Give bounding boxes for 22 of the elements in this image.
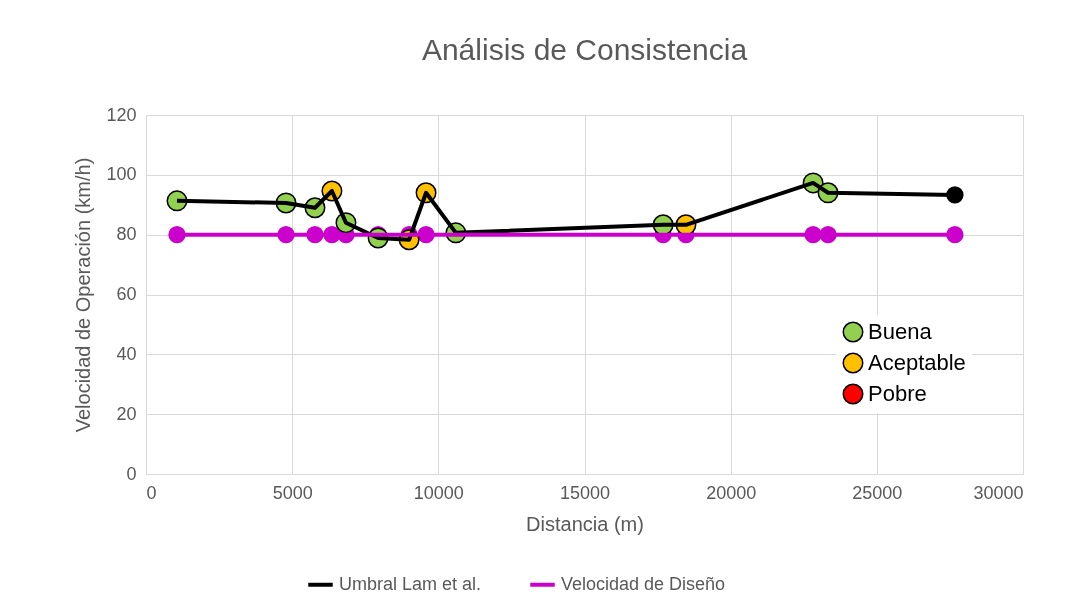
x-tick-label: 10000 [413, 482, 464, 503]
x-tick-label: 5000 [272, 482, 313, 503]
x-tick-label: 20000 [706, 482, 757, 503]
legend-label: Buena [868, 319, 933, 344]
x-tick-label: 30000 [973, 482, 1024, 503]
y-tick-label: 80 [116, 224, 137, 245]
legend-label: Velocidad de Diseño [561, 573, 726, 594]
x-tick-label: 0 [146, 482, 157, 503]
y-tick-label: 100 [106, 164, 137, 185]
y-tick-label: 40 [116, 343, 137, 364]
legend-label: Umbral Lam et al. [339, 573, 482, 594]
y-tick-label: 60 [116, 284, 137, 304]
y-tick-label: 20 [116, 403, 137, 424]
y-tick-label: 120 [106, 104, 137, 125]
y-tick-label: 0 [126, 463, 137, 484]
legend-label: Aceptable [868, 350, 966, 375]
legend-label: Pobre [868, 381, 927, 406]
chart-title: Análisis de Consistencia [421, 33, 748, 66]
x-axis-title: Distancia (m) [526, 512, 644, 535]
y-axis-title: Velocidad de Operación (km/h) [72, 157, 95, 433]
x-tick-label: 25000 [852, 482, 903, 503]
x-tick-label: 15000 [559, 482, 611, 503]
